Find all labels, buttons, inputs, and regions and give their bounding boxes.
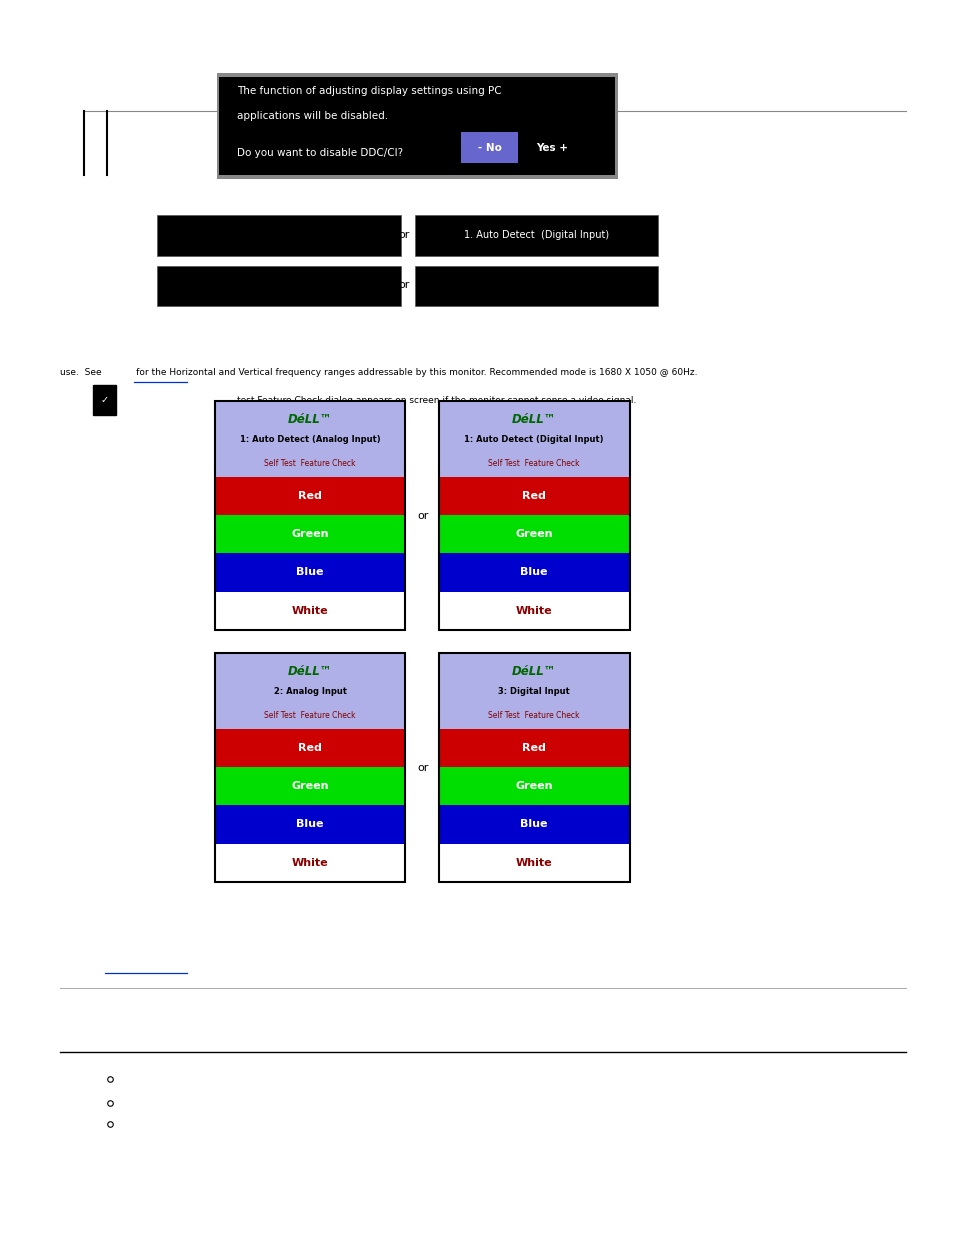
- Text: Blue: Blue: [520, 819, 547, 830]
- Bar: [438, 401, 629, 477]
- Text: use.  See            for the Horizontal and Vertical frequency ranges addressabl: use. See for the Horizontal and Vertical…: [60, 368, 697, 378]
- Text: Red: Red: [297, 490, 322, 501]
- Text: Red: Red: [521, 490, 546, 501]
- Text: Self Test  Feature Check: Self Test Feature Check: [488, 710, 579, 720]
- Bar: [214, 729, 405, 767]
- Bar: [214, 515, 405, 553]
- Text: White: White: [292, 857, 328, 868]
- Bar: [214, 767, 405, 805]
- Bar: [214, 401, 405, 477]
- Text: White: White: [516, 605, 552, 616]
- Text: Blue: Blue: [296, 819, 323, 830]
- Text: DéLL™: DéLL™: [512, 412, 556, 426]
- Text: or: or: [398, 280, 410, 290]
- Text: DéLL™: DéLL™: [512, 664, 556, 678]
- Text: ✓: ✓: [101, 395, 109, 405]
- Bar: [438, 515, 629, 553]
- Text: Green: Green: [291, 781, 329, 792]
- Text: Green: Green: [515, 781, 553, 792]
- Bar: [214, 653, 405, 882]
- Text: Self Test  Feature Check: Self Test Feature Check: [264, 710, 355, 720]
- Bar: [438, 477, 629, 515]
- Text: test Feature Check dialog appears on screen if the monitor cannot sense a video : test Feature Check dialog appears on scr…: [236, 395, 636, 405]
- Text: Blue: Blue: [296, 567, 323, 578]
- Bar: [214, 844, 405, 882]
- Bar: [438, 805, 629, 844]
- Text: DéLL™: DéLL™: [288, 664, 332, 678]
- Text: DéLL™: DéLL™: [288, 412, 332, 426]
- Bar: [214, 592, 405, 630]
- Text: Green: Green: [291, 529, 329, 540]
- Bar: [415, 215, 658, 256]
- Bar: [438, 553, 629, 592]
- Bar: [214, 477, 405, 515]
- Text: White: White: [292, 605, 328, 616]
- Bar: [214, 653, 405, 729]
- Text: 3: Digital Input: 3: Digital Input: [497, 687, 570, 695]
- Bar: [157, 215, 400, 256]
- Bar: [214, 805, 405, 844]
- Text: Do you want to disable DDC/CI?: Do you want to disable DDC/CI?: [236, 148, 402, 158]
- Text: 1: Auto Detect (Analog Input): 1: Auto Detect (Analog Input): [239, 435, 380, 443]
- Text: or: or: [398, 230, 410, 240]
- Text: applications will be disabled.: applications will be disabled.: [236, 111, 387, 121]
- Text: Blue: Blue: [520, 567, 547, 578]
- Bar: [438, 729, 629, 767]
- Text: White: White: [516, 857, 552, 868]
- Text: Self Test  Feature Check: Self Test Feature Check: [264, 458, 355, 468]
- Text: 2: Analog Input: 2: Analog Input: [274, 687, 346, 695]
- Text: Red: Red: [521, 742, 546, 753]
- Bar: [438, 401, 629, 630]
- Text: Green: Green: [515, 529, 553, 540]
- Text: or: or: [416, 511, 428, 521]
- Text: Self Test  Feature Check: Self Test Feature Check: [488, 458, 579, 468]
- Text: The function of adjusting display settings using PC: The function of adjusting display settin…: [236, 86, 500, 96]
- Bar: [438, 653, 629, 882]
- Bar: [438, 844, 629, 882]
- Text: 1: Auto Detect (Digital Input): 1: Auto Detect (Digital Input): [464, 435, 603, 443]
- Bar: [93, 385, 116, 415]
- Bar: [214, 553, 405, 592]
- Text: or: or: [416, 763, 428, 773]
- Bar: [438, 767, 629, 805]
- Bar: [438, 653, 629, 729]
- Bar: [415, 266, 658, 306]
- Text: Red: Red: [297, 742, 322, 753]
- Bar: [460, 132, 517, 163]
- Bar: [219, 77, 615, 175]
- Bar: [438, 592, 629, 630]
- Text: Yes +: Yes +: [536, 142, 567, 153]
- Bar: [214, 401, 405, 630]
- Text: 1. Auto Detect  (Digital Input): 1. Auto Detect (Digital Input): [463, 230, 609, 241]
- Text: - No: - No: [477, 142, 501, 153]
- Bar: [216, 73, 618, 179]
- Bar: [157, 266, 400, 306]
